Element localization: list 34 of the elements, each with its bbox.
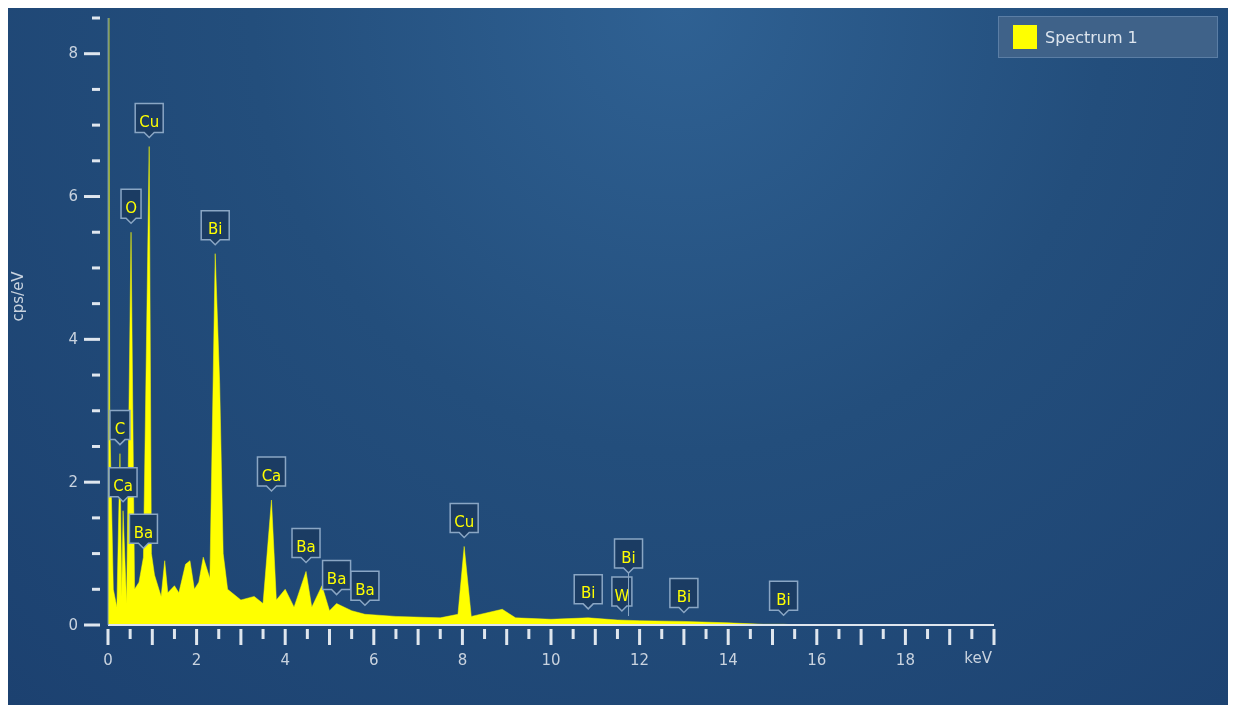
annotation: Cu bbox=[454, 512, 475, 531]
x-tick-label: 14 bbox=[718, 651, 738, 669]
annotation: Bi bbox=[207, 220, 223, 239]
annotation: Ca bbox=[261, 466, 282, 485]
y-tick-label: 6 bbox=[68, 187, 78, 206]
y-axis-title: cps/eV bbox=[9, 270, 28, 322]
x-tick-label: 10 bbox=[541, 651, 561, 669]
x-tick-label: 16 bbox=[807, 651, 827, 669]
annotation: Ba bbox=[326, 570, 347, 589]
y-tick-label: 4 bbox=[68, 329, 78, 348]
x-tick-label: 8 bbox=[457, 651, 468, 669]
annotation: Ba bbox=[296, 537, 316, 556]
y-tick-label: 0 bbox=[68, 615, 78, 634]
legend-label: Spectrum 1 bbox=[1045, 27, 1138, 47]
y-tick-label: 8 bbox=[68, 44, 78, 63]
x-tick-label: 0 bbox=[103, 651, 113, 669]
annotation: Ba bbox=[355, 580, 375, 599]
annotation: C bbox=[114, 420, 126, 439]
annotation: Cu bbox=[139, 113, 160, 132]
annotation: O bbox=[125, 198, 137, 217]
annotation: Bi bbox=[621, 548, 636, 567]
x-tick-label: 12 bbox=[630, 651, 650, 669]
x-axis-title: keV bbox=[964, 649, 993, 667]
x-tick-label: 6 bbox=[369, 651, 379, 669]
annotation: Bi bbox=[776, 590, 791, 609]
annotation: W bbox=[614, 586, 630, 605]
annotation: Bi bbox=[676, 587, 692, 606]
annotation: Ca bbox=[113, 477, 133, 496]
x-tick-label: 2 bbox=[191, 651, 202, 669]
annotation: Bi bbox=[580, 584, 596, 603]
annotation: Ba bbox=[133, 523, 154, 542]
y-tick-label: 2 bbox=[68, 472, 78, 491]
x-tick-label: 18 bbox=[895, 651, 915, 669]
x-tick-label: 4 bbox=[280, 651, 290, 669]
